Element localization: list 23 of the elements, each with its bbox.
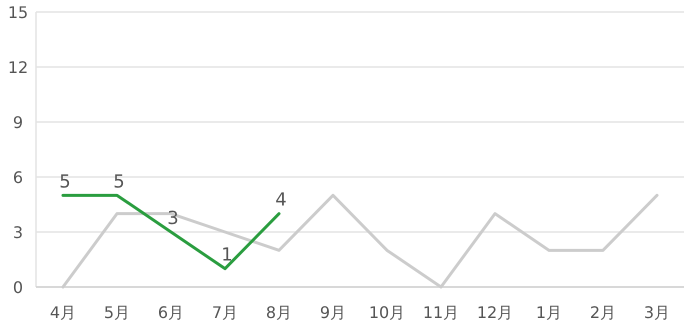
x-tick-label: 5月 (104, 303, 130, 322)
y-tick-label: 15 (8, 3, 28, 22)
x-tick-label: 8月 (266, 303, 292, 322)
data-label: 5 (113, 171, 125, 192)
y-tick-label: 9 (12, 113, 24, 132)
y-tick-label: 6 (12, 168, 24, 187)
x-tick-label: 6月 (158, 303, 184, 322)
y-tick-label: 3 (12, 223, 24, 242)
y-tick-label: 12 (8, 58, 28, 77)
x-tick-label: 1月 (536, 303, 562, 322)
data-label: 4 (275, 190, 287, 211)
x-tick-label: 10月 (368, 303, 406, 322)
x-tick-label: 12月 (476, 303, 514, 322)
x-tick-label: 2月 (590, 303, 616, 322)
data-label: 5 (59, 171, 71, 192)
x-tick-label: 9月 (320, 303, 346, 322)
x-tick-label: 11月 (422, 303, 460, 322)
x-tick-label: 7月 (212, 303, 238, 322)
data-label: 3 (167, 208, 179, 229)
x-tick-label: 3月 (644, 303, 670, 322)
x-tick-label: 4月 (50, 303, 76, 322)
y-tick-label: 0 (12, 278, 24, 297)
data-label: 1 (221, 244, 233, 266)
